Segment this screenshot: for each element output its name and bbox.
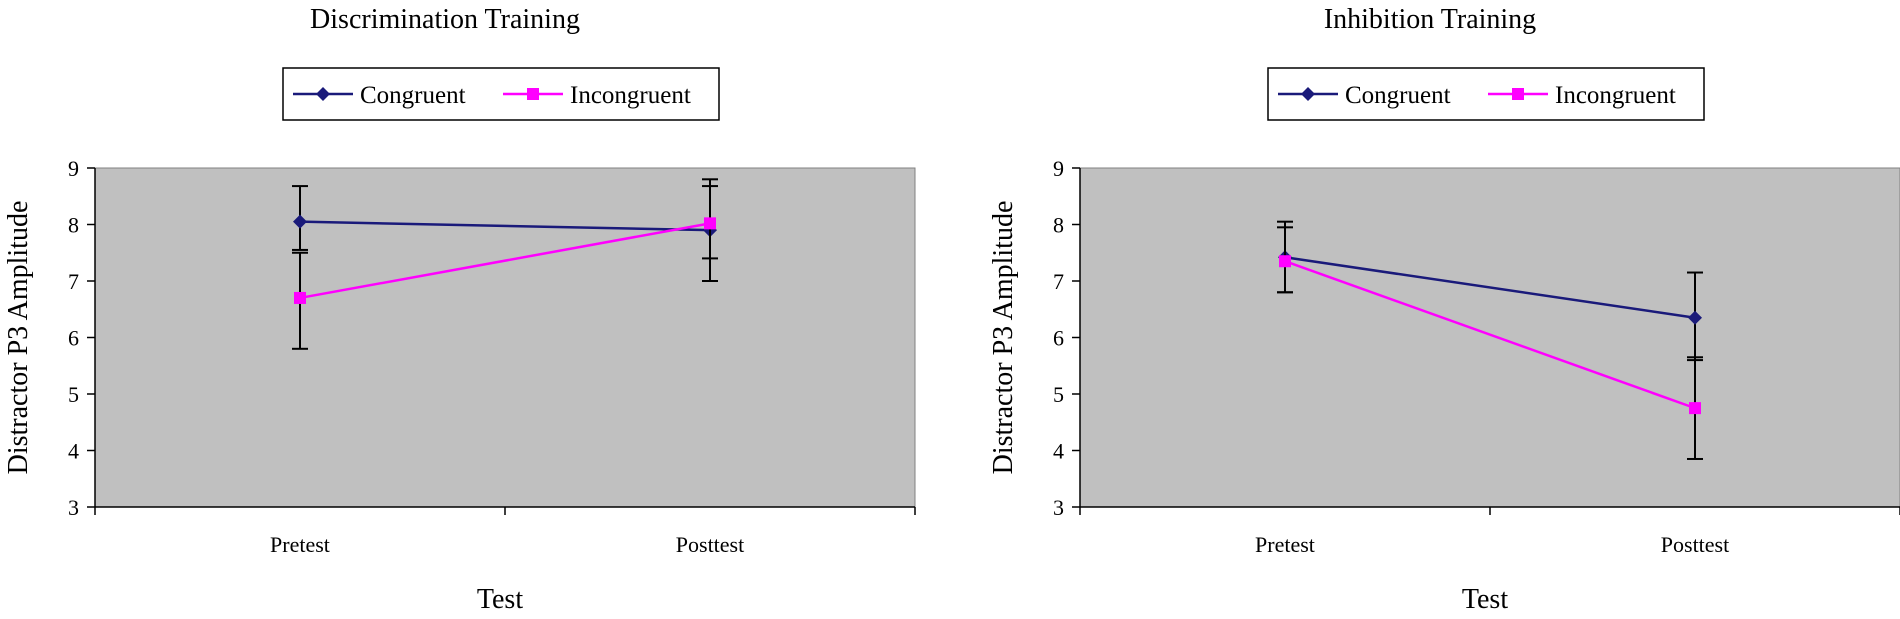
x-axis-title: Test xyxy=(477,584,523,615)
legend-box xyxy=(282,67,720,121)
legend-label-1: Incongruent xyxy=(1555,82,1676,109)
data-point-0-0 xyxy=(293,214,307,229)
data-point-1-1 xyxy=(704,217,716,230)
legend-box xyxy=(1267,67,1705,121)
chart-title: Discrimination Training xyxy=(310,4,580,35)
y-axis-title: Distractor P3 Amplitude xyxy=(3,201,34,475)
y-tick-label: 4 xyxy=(1053,439,1064,464)
y-tick-label: 7 xyxy=(1053,269,1064,294)
y-axis-title: Distractor P3 Amplitude xyxy=(988,201,1019,475)
plot-area xyxy=(94,167,916,508)
legend-label-1: Incongruent xyxy=(570,82,691,109)
legend-label-0: Congruent xyxy=(1345,82,1451,109)
y-tick-label: 3 xyxy=(1053,495,1064,520)
y-tick-label: 7 xyxy=(68,269,79,294)
series-line-0 xyxy=(299,220,711,232)
y-tick-label: 9 xyxy=(68,156,79,181)
data-point-1-0 xyxy=(1279,255,1291,268)
y-tick-label: 4 xyxy=(68,439,79,464)
legend-marker-0 xyxy=(316,87,330,101)
chart-inhibition-training: Inhibition Training Congruent Incongruent 3… xyxy=(988,4,1900,615)
y-tick-label: 3 xyxy=(68,495,79,520)
data-point-0-1 xyxy=(1688,310,1702,325)
y-tick-label: 5 xyxy=(1053,382,1064,407)
legend-marker-1 xyxy=(527,88,539,100)
y-tick-label: 6 xyxy=(1053,326,1064,351)
y-tick-label: 5 xyxy=(68,382,79,407)
plot-area xyxy=(1079,167,1900,508)
series-line-1 xyxy=(299,222,711,300)
legend-label-0: Congruent xyxy=(360,82,466,109)
legend-marker-0 xyxy=(1301,87,1315,101)
y-tick-label: 6 xyxy=(68,326,79,351)
x-tick-label: Posttest xyxy=(1661,532,1729,557)
chart-title: Inhibition Training xyxy=(1324,4,1536,35)
y-tick-label: 8 xyxy=(68,213,79,238)
data-point-1-1 xyxy=(1689,402,1701,415)
legend-marker-1 xyxy=(1512,88,1524,100)
x-axis-title: Test xyxy=(1462,584,1508,615)
chart-discrimination-training: Discrimination Training Congruent Incongru… xyxy=(3,4,916,615)
x-tick-label: Pretest xyxy=(1255,532,1315,557)
data-point-1-0 xyxy=(294,291,306,304)
x-tick-label: Posttest xyxy=(676,532,744,557)
series-line-1 xyxy=(1284,260,1696,410)
series-line-0 xyxy=(1284,256,1696,319)
y-tick-label: 8 xyxy=(1053,213,1064,238)
x-tick-label: Pretest xyxy=(270,532,330,557)
y-tick-label: 9 xyxy=(1053,156,1064,181)
